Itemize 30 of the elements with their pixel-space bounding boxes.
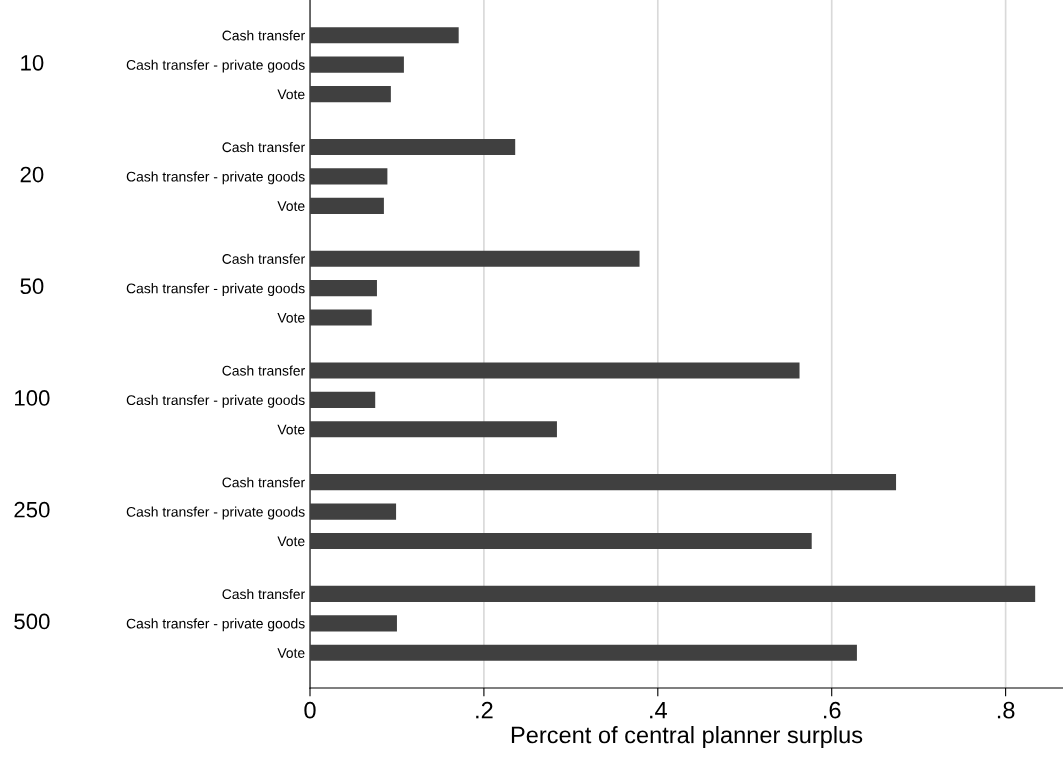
text: 10 [21, 54, 44, 71]
y-tick-label: Cash transfer [222, 253, 305, 264]
y-tick-label: Cash transfer [222, 30, 305, 41]
y-tick-label: Cash transfer [222, 365, 305, 376]
text: 20 [20, 166, 44, 183]
y-tick-label: Vote [277, 313, 305, 323]
y-tick-label: Vote [277, 89, 305, 100]
y-tick-label: Vote [277, 648, 305, 658]
y-tick-label: Vote [277, 536, 305, 547]
y-tick-label: Cash transfer [222, 141, 305, 153]
text: 500 [14, 613, 50, 630]
x-axis-title: Percent of central planner surplus [511, 725, 863, 748]
y-tick-label: Cash transfer - private goods [126, 59, 305, 73]
text: 100 [15, 390, 50, 406]
x-tick-label: .8 [997, 701, 1015, 719]
y-tick-label: Cash transfer - private goods [126, 171, 305, 185]
x-tick-label: .4 [650, 702, 667, 719]
y-tick-label: Cash transfer - private goods [126, 618, 305, 632]
y-tick-label: Cash transfer - private goods [126, 283, 305, 297]
x-tick-label: .6 [824, 701, 841, 719]
y-tick-label: Cash transfer [222, 588, 305, 600]
y-tick-label: Cash transfer - private goods [126, 506, 305, 520]
y-tick-label: Cash transfer - private goods [126, 394, 305, 408]
y-tick-label: Cash transfer [222, 477, 305, 488]
text: 250 [14, 501, 50, 518]
y-tick-label: Vote [277, 201, 305, 211]
x-tick-label: 0 [304, 701, 316, 719]
y-tick-label: Vote [277, 424, 305, 435]
text: 50 [20, 278, 44, 295]
x-tick-label: .2 [476, 701, 493, 719]
